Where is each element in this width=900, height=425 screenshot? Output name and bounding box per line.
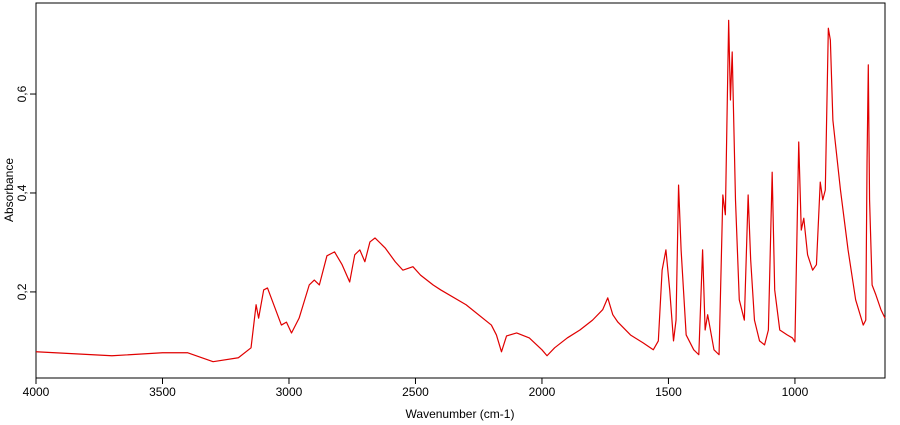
plot-frame [35, 2, 886, 379]
x-tick-label: 1000 [782, 385, 809, 399]
y-axis-label: Absorbance [2, 158, 16, 222]
y-tick-label: 0,6 [15, 85, 29, 102]
y-tick-label: 0,2 [15, 283, 29, 300]
x-tick-label: 1500 [655, 385, 682, 399]
y-tick-label: 0,4 [15, 184, 29, 201]
spectrum-line [35, 19, 886, 363]
x-axis-label: Wavenumber (cm-1) [406, 407, 515, 421]
x-tick-label: 2500 [402, 385, 429, 399]
x-tick-label: 3000 [276, 385, 303, 399]
x-tick-label: 4000 [23, 385, 50, 399]
x-tick-label: 3500 [149, 385, 176, 399]
x-tick-label: 2000 [529, 385, 556, 399]
